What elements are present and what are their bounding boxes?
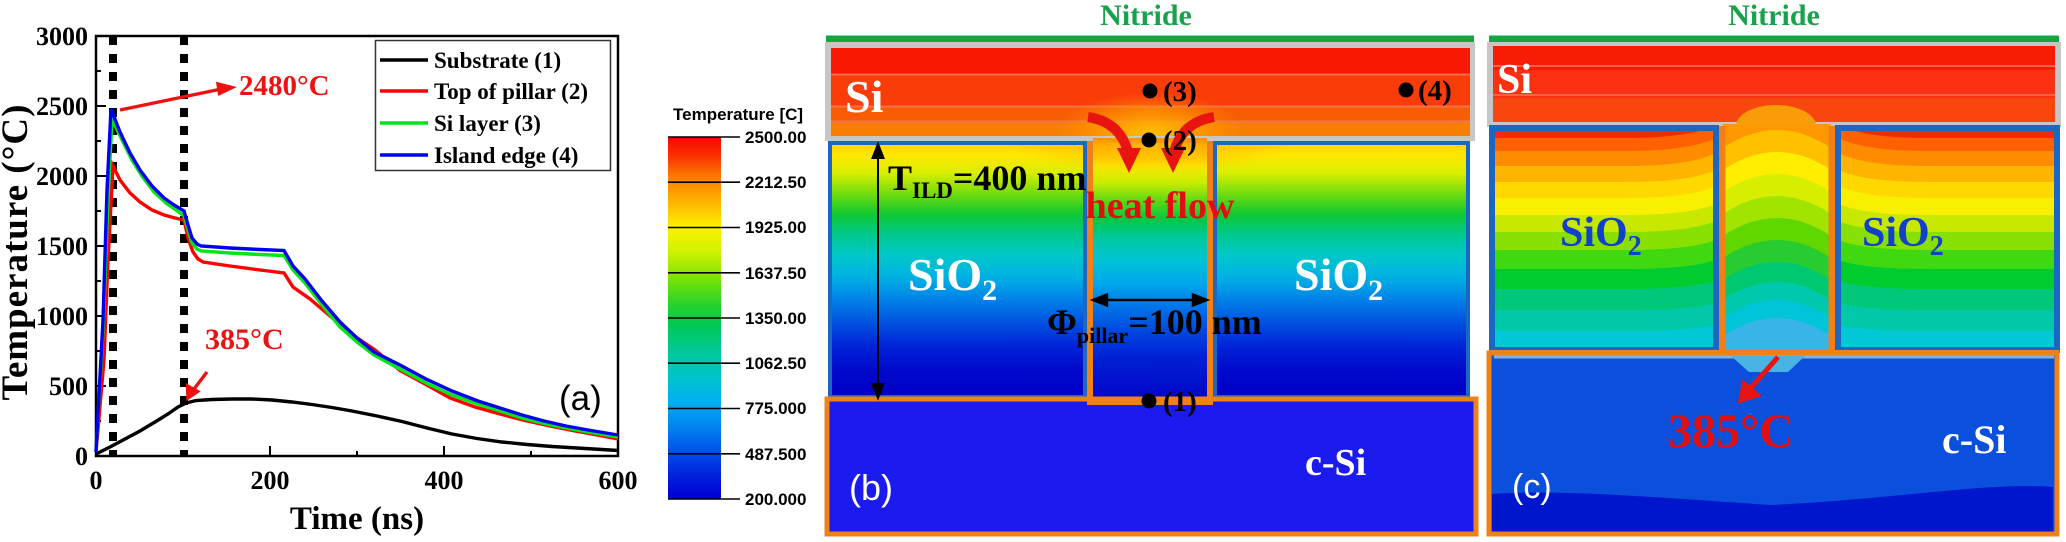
svg-text:1062.50: 1062.50	[745, 354, 806, 373]
svg-text:1925.00: 1925.00	[745, 218, 806, 237]
svg-text:487.500: 487.500	[745, 445, 806, 464]
svg-text:Island edge (4): Island edge (4)	[434, 143, 578, 168]
svg-text:500: 500	[49, 372, 88, 401]
svg-text:1350.00: 1350.00	[745, 309, 806, 328]
svg-text:Temperature (°C): Temperature (°C)	[0, 104, 36, 401]
svg-text:c-Si: c-Si	[1942, 417, 2006, 462]
svg-text:Substrate (1): Substrate (1)	[434, 48, 561, 73]
svg-text:(4): (4)	[1418, 75, 1452, 107]
svg-text:(b): (b)	[849, 467, 893, 508]
svg-text:400: 400	[425, 466, 464, 495]
svg-text:Φpillar=100 nm: Φpillar=100 nm	[1047, 302, 1262, 348]
svg-text:c-Si: c-Si	[1305, 442, 1366, 484]
svg-text:(1): (1)	[1163, 386, 1197, 418]
svg-text:2500: 2500	[36, 92, 88, 121]
svg-text:Si: Si	[1497, 57, 1532, 103]
svg-text:(3): (3)	[1163, 76, 1197, 108]
svg-text:Si: Si	[845, 71, 884, 122]
svg-text:2500.00: 2500.00	[745, 128, 806, 147]
svg-text:2000: 2000	[36, 162, 88, 191]
svg-text:SiO2: SiO2	[908, 249, 997, 307]
svg-text:1637.50: 1637.50	[745, 264, 806, 283]
svg-text:3000: 3000	[36, 22, 88, 51]
svg-text:(2): (2)	[1163, 125, 1197, 157]
svg-text:2480°C: 2480°C	[239, 70, 330, 102]
svg-text:385°C: 385°C	[205, 323, 284, 356]
svg-text:0: 0	[90, 466, 103, 495]
svg-text:1000: 1000	[36, 302, 88, 331]
svg-text:775.000: 775.000	[745, 399, 806, 418]
svg-text:200: 200	[251, 466, 290, 495]
svg-text:Si layer (3): Si layer (3)	[434, 111, 541, 136]
svg-text:1500: 1500	[36, 232, 88, 261]
svg-text:(a): (a)	[559, 379, 602, 418]
svg-text:200.000: 200.000	[745, 490, 806, 509]
svg-text:385°C: 385°C	[1668, 405, 1794, 458]
svg-text:Nitride: Nitride	[1100, 0, 1192, 32]
svg-text:Nitride: Nitride	[1728, 0, 1820, 32]
svg-text:heat flow: heat flow	[1086, 185, 1235, 227]
svg-text:2212.50: 2212.50	[745, 173, 806, 192]
svg-text:600: 600	[599, 466, 638, 495]
svg-text:Temperature [C]: Temperature [C]	[673, 105, 803, 124]
svg-text:Top of pillar (2): Top of pillar (2)	[434, 79, 588, 104]
svg-text:0: 0	[75, 442, 88, 471]
svg-text:Time (ns): Time (ns)	[290, 501, 424, 537]
svg-text:(c): (c)	[1512, 468, 1552, 506]
